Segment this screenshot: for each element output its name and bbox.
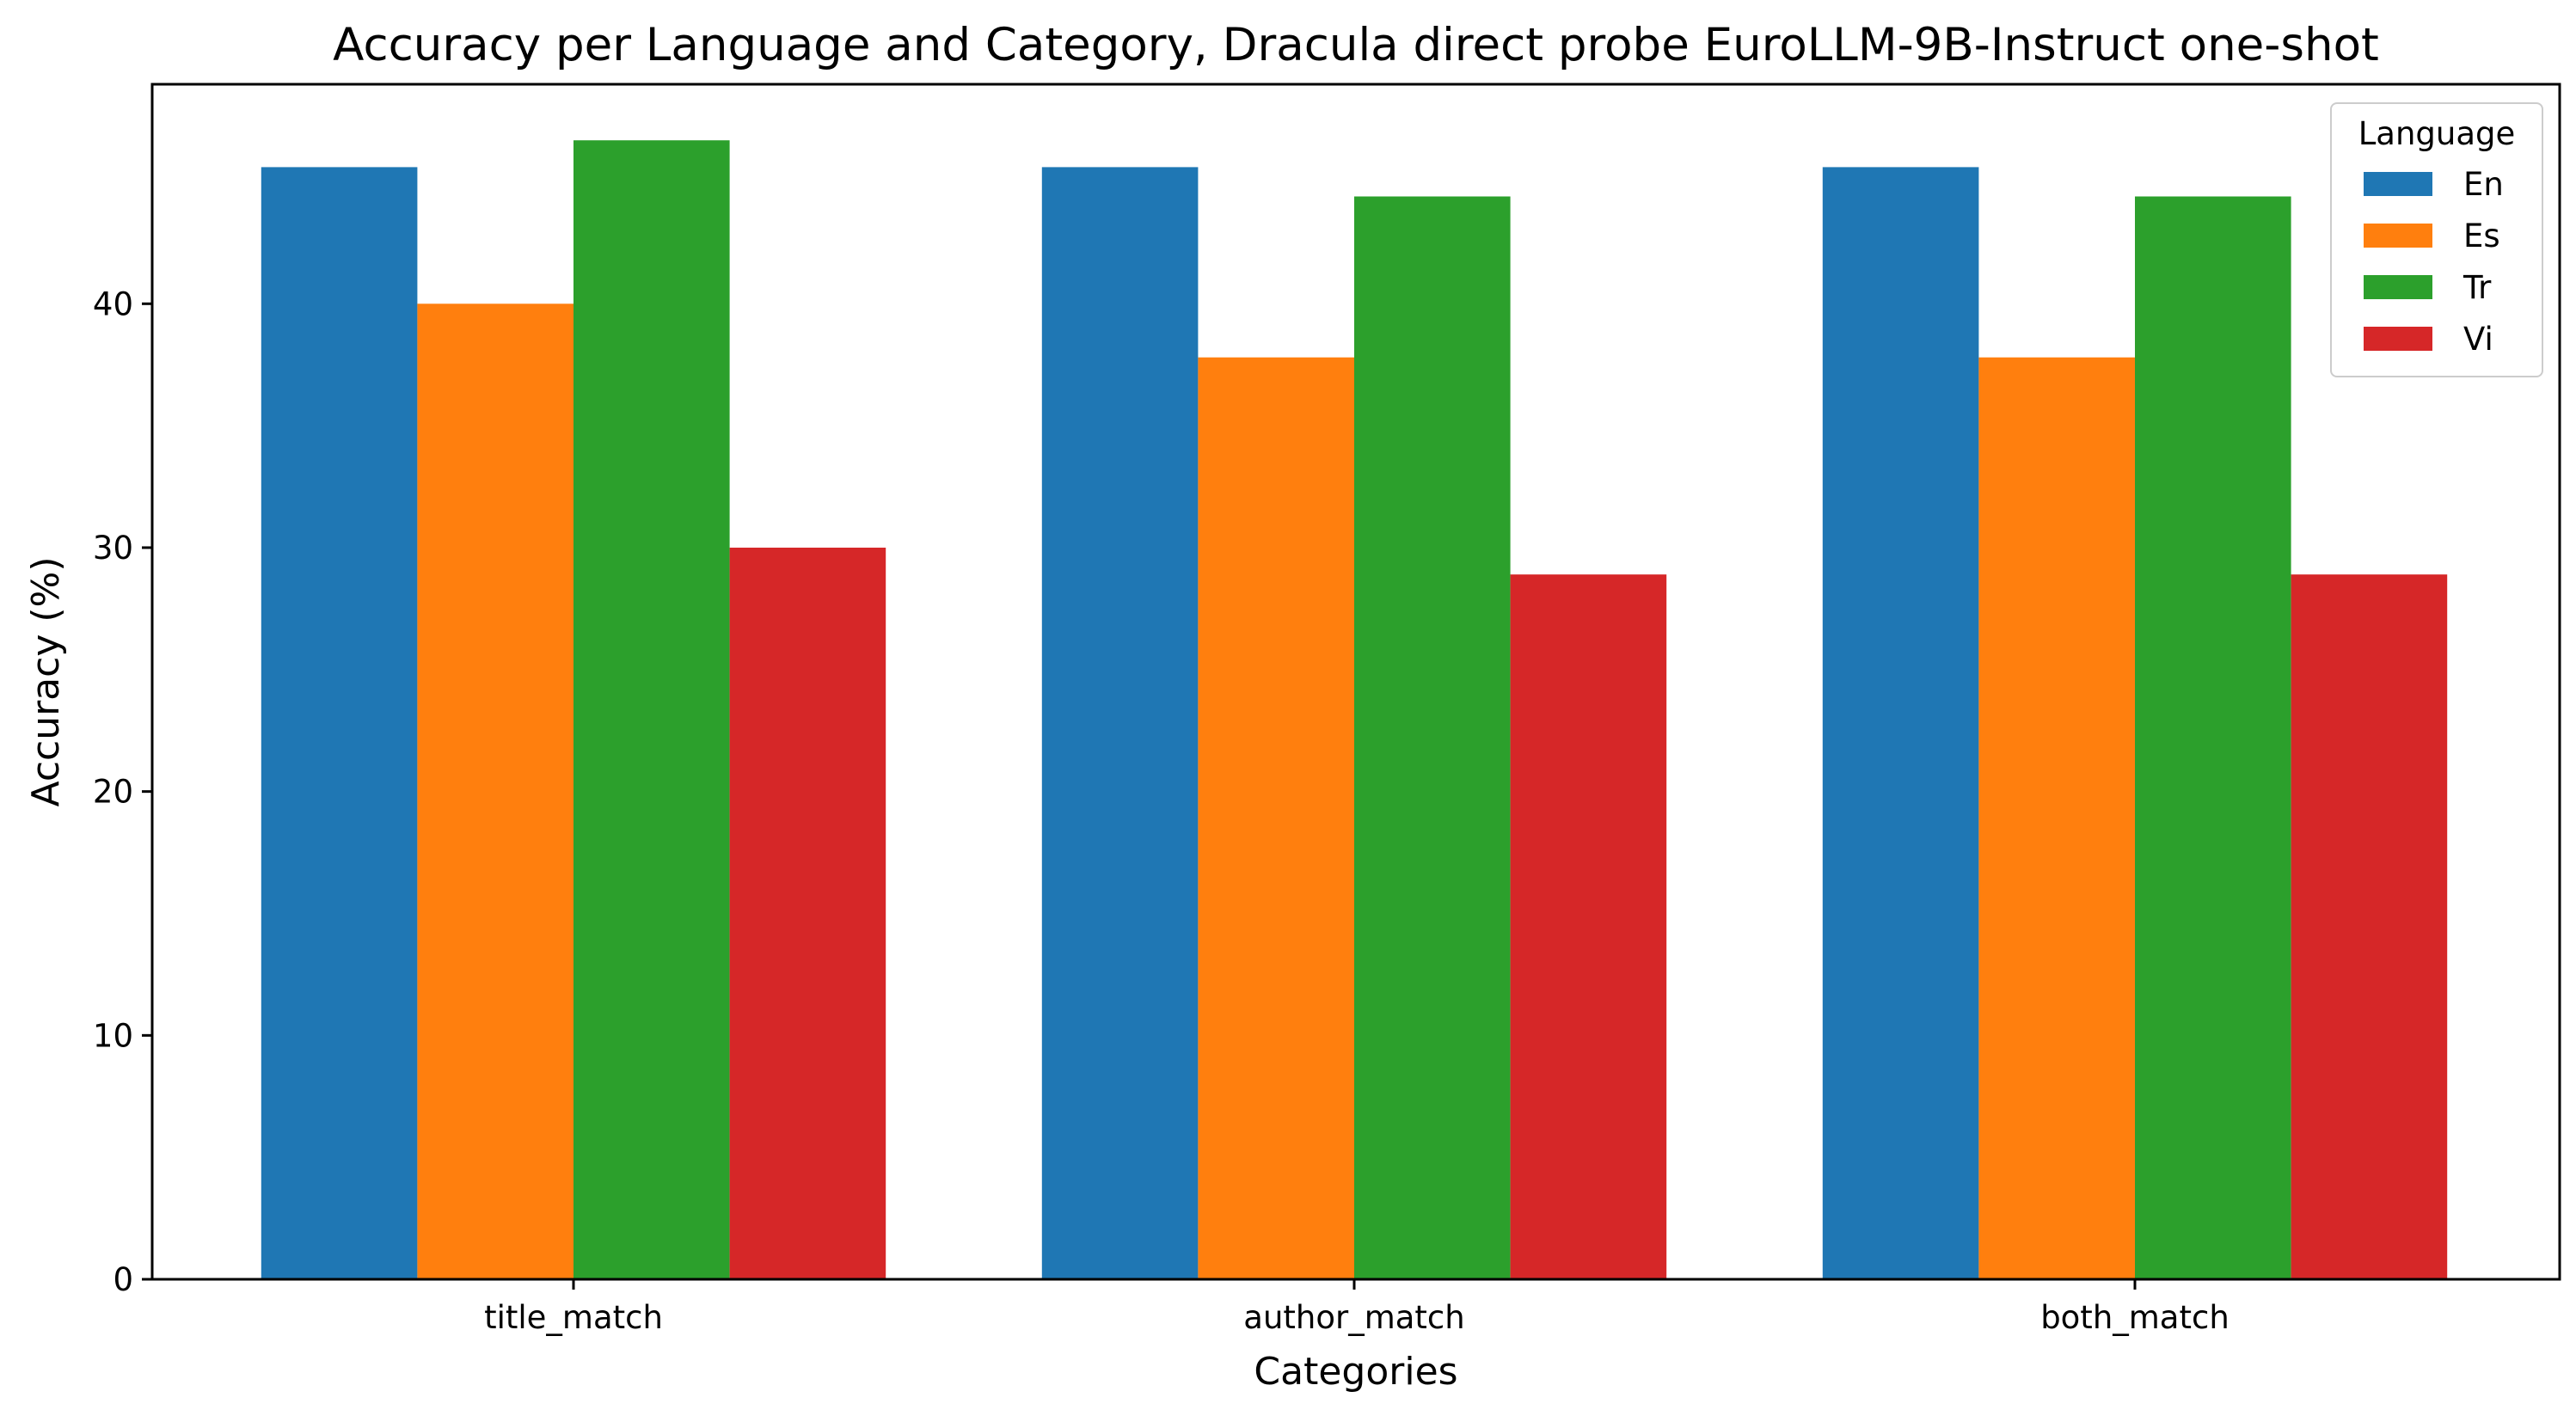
legend-swatch-tr [2364, 275, 2432, 299]
legend-title: Language [2358, 115, 2516, 152]
y-tick-label: 40 [93, 285, 133, 322]
y-axis: 0 10 20 30 40 [93, 285, 152, 1298]
bar-es-title-match [417, 303, 573, 1279]
bars-layer [261, 140, 2448, 1280]
y-tick-label: 30 [93, 530, 133, 567]
legend-items: En Es Tr Vi [2364, 166, 2504, 358]
legend: Language En Es Tr Vi [2330, 102, 2543, 377]
legend-frame [2330, 102, 2543, 377]
legend-swatch-en [2364, 172, 2432, 196]
bar-tr-both-match [2135, 196, 2291, 1279]
chart-title: Accuracy per Language and Category, Drac… [333, 19, 2379, 71]
y-tick-label: 0 [113, 1261, 133, 1298]
y-axis-label: Accuracy (%) [24, 556, 68, 806]
y-tick-label: 10 [93, 1017, 133, 1054]
bar-en-author-match [1041, 167, 1199, 1279]
legend-label-en: En [2463, 166, 2504, 203]
bar-vi-title-match [729, 548, 886, 1279]
legend-swatch-es [2364, 224, 2432, 248]
x-axis-label: Categories [1254, 1350, 1457, 1394]
bar-en-both-match [1822, 167, 1979, 1279]
x-tick-label: author_match [1243, 1299, 1464, 1336]
y-tick-label: 20 [93, 774, 133, 811]
bar-es-author-match [1198, 357, 1354, 1280]
x-axis: title_match author_match both_match [484, 1279, 2229, 1336]
bar-en-title-match [261, 167, 418, 1279]
plot-frame [150, 83, 2561, 1281]
bar-es-both-match [1978, 357, 2135, 1280]
bar-vi-both-match [2291, 574, 2448, 1279]
bar-tr-title-match [573, 140, 730, 1280]
legend-label-vi: Vi [2463, 321, 2493, 358]
x-tick-label: title_match [484, 1299, 663, 1336]
x-tick-label: both_match [2040, 1299, 2229, 1336]
bar-vi-author-match [1510, 574, 1667, 1279]
legend-label-es: Es [2463, 218, 2500, 254]
legend-swatch-vi [2364, 327, 2432, 351]
legend-label-tr: Tr [2463, 269, 2492, 306]
bar-tr-author-match [1354, 196, 1511, 1279]
